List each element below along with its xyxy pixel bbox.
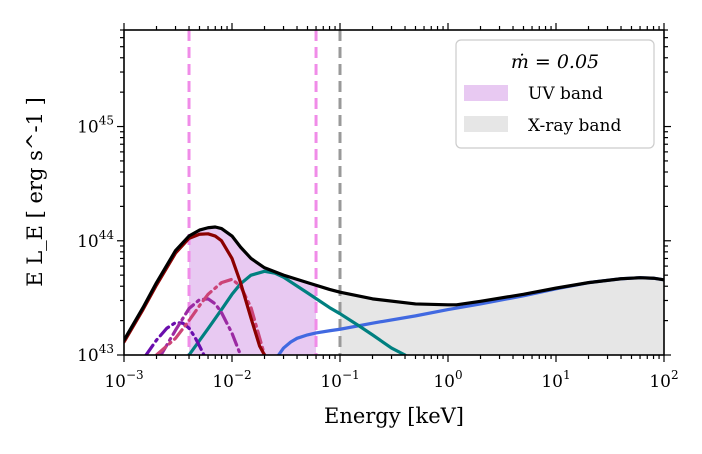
band-x-ray-band (340, 277, 664, 355)
y-axis-label: E L_E [ erg s^-1 ] (23, 97, 47, 287)
x-axis-label: Energy [keV] (324, 404, 464, 428)
x-tick-label: 100 (433, 368, 462, 392)
series-total (124, 225, 664, 342)
x-tick-label: 10−2 (212, 368, 251, 392)
legend-label-uv: UV band (528, 84, 603, 104)
x-tick-label: 101 (541, 368, 570, 392)
x-tick-label: 10−1 (320, 368, 359, 392)
y-tick-label: 1044 (77, 228, 114, 252)
y-tick-label: 1043 (77, 342, 114, 366)
vlines-layer (187, 30, 342, 355)
y-tick-label: 1045 (77, 114, 114, 138)
legend-swatch-uv (464, 85, 508, 101)
legend-title: ṁ = 0.05 (511, 51, 599, 73)
x-tick-label: 10−3 (104, 368, 143, 392)
band-uv-band (189, 227, 317, 355)
series-disc-annulus-3 (159, 297, 243, 355)
x-tick-label: 102 (649, 368, 678, 392)
ticks-layer (117, 23, 671, 362)
legend-swatch-xray (464, 116, 508, 132)
legend: ṁ = 0.05 UV band X-ray band (455, 39, 655, 149)
legend-label-xray: X-ray band (528, 116, 621, 136)
bands-layer (189, 227, 664, 355)
series-disc-annulus-4 (144, 321, 206, 355)
plot-frame (123, 29, 665, 356)
tick-labels-layer: 10−3 10−2 10−1 100 101 102 1043 1044 1045 (77, 114, 679, 392)
series-layer (124, 225, 664, 355)
